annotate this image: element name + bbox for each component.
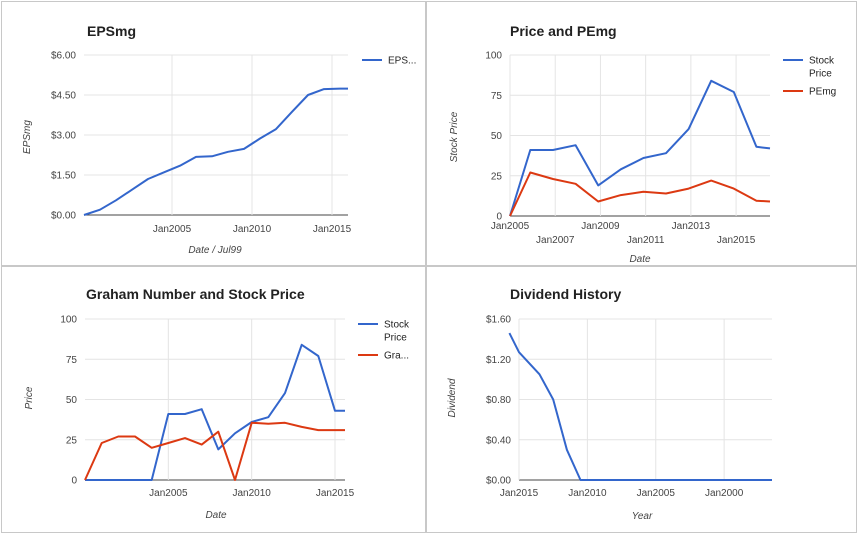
graham-chart-svg: Graham Number and Stock Price Date Price… [24,286,410,521]
series-line-1 [509,79,771,217]
series-line-2 [509,171,771,217]
x-tick-label: Jan2010 [232,488,271,499]
y-tick-label: $3.00 [51,131,76,142]
y-axis-label: Stock Price [449,111,460,162]
y-tick-label: 100 [60,315,77,326]
chart-panel-graham: Graham Number and Stock Price Date Price… [1,266,426,533]
x-axis-label: Year [632,511,653,522]
y-tick-label: $1.20 [486,355,511,366]
y-tick-label: $4.50 [51,91,76,102]
x-tick-label: Jan2015 [316,488,355,499]
x-tick-label: Jan2005 [153,224,192,235]
chart-title: EPSmg [87,23,136,39]
y-tick-label: 75 [66,355,78,366]
series-line-1 [85,343,345,481]
chart-title: Graham Number and Stock Price [86,286,305,302]
series-line-1 [508,332,772,481]
price-pemg-chart-svg: Price and PEmg Date Stock Price 0 25 50 75 1… [449,23,836,265]
y-tick-label: $0.00 [51,211,76,222]
y-tick-label: 75 [491,91,503,102]
chart-panel-epsmg: EPSmg Date / Jul99 EPSmg $0.00 $1.50 $3.00… [1,1,426,266]
series-line-1 [83,87,348,216]
y-tick-label: 25 [491,171,503,182]
series-line-2 [84,421,345,481]
x-tick-label: Jan2015 [500,488,539,499]
y-tick-label: $0.40 [486,435,511,446]
x-tick-label: Jan2010 [568,488,607,499]
x-tick-label: Jan2009 [581,221,620,232]
chart-title: Price and PEmg [510,23,617,39]
x-tick-label: Jan2007 [536,235,575,246]
y-axis-label: Dividend [447,378,458,417]
chart-panel-price-pemg: Price and PEmg Date Stock Price 0 25 50 75 1… [426,1,857,266]
x-tick-label: Jan2015 [313,224,352,235]
dividend-chart-svg: Dividend History Year Dividend $0.00 $0.4… [447,286,772,522]
x-tick-label: Jan2011 [627,235,665,246]
x-axis-label: Date [629,254,651,265]
y-tick-label: $1.60 [486,315,511,326]
legend-entry[interactable]: Stock Price [809,56,835,80]
legend-entry[interactable]: Stock Price [384,320,410,344]
y-axis-label: Price [24,386,35,409]
x-tick-label: Jan2015 [717,235,756,246]
y-axis-label: EPSmg [22,120,33,154]
x-tick-label: Jan2000 [705,488,744,499]
y-tick-label: 50 [491,131,503,142]
y-tick-label: $0.00 [486,476,511,487]
chart-title: Dividend History [510,286,621,302]
y-tick-label: 0 [496,212,502,223]
x-axis-label: Date [205,510,227,521]
x-tick-label: Jan2010 [233,224,272,235]
y-tick-label: $0.80 [486,395,511,406]
epsmg-chart-svg: EPSmg Date / Jul99 EPSmg $0.00 $1.50 $3.00… [22,23,416,256]
y-tick-label: 50 [66,395,78,406]
y-tick-label: 25 [66,435,78,446]
x-tick-label: Jan2005 [491,221,530,232]
chart-panel-dividend: Dividend History Year Dividend $0.00 $0.4… [426,266,857,533]
legend-entry[interactable]: EPS... [388,56,416,67]
x-axis-label: Date / Jul99 [188,245,242,256]
y-tick-label: $6.00 [51,51,76,62]
x-tick-label: Jan2013 [672,221,711,232]
legend-entry[interactable]: Gra... [384,351,409,362]
legend-entry[interactable]: PEmg [809,87,836,98]
y-tick-label: $1.50 [51,171,76,182]
x-tick-label: Jan2005 [637,488,676,499]
x-tick-label: Jan2005 [149,488,188,499]
y-tick-label: 100 [485,51,502,62]
y-tick-label: 0 [71,476,77,487]
